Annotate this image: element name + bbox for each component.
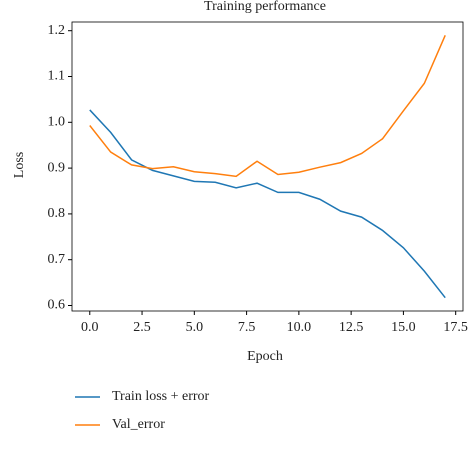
x-tick-label: 17.5 <box>443 320 468 335</box>
y-tick-label: 1.2 <box>48 23 66 38</box>
y-tick-label: 0.7 <box>48 252 66 267</box>
y-tick-label: 1.1 <box>48 69 66 84</box>
chart-title: Training performance <box>204 0 326 14</box>
legend-label: Train loss + error <box>112 389 210 404</box>
x-tick-label: 12.5 <box>339 320 364 335</box>
y-tick-label: 0.9 <box>48 160 66 175</box>
legend-label: Val_error <box>112 417 165 432</box>
x-tick-label: 0.0 <box>81 320 99 335</box>
series-line <box>89 109 446 299</box>
y-axis-label: Loss <box>12 152 27 178</box>
y-tick-label: 0.6 <box>48 298 66 313</box>
plot-frame <box>71 21 464 312</box>
x-tick-label: 10.0 <box>287 320 312 335</box>
x-tick-label: 2.5 <box>133 320 151 335</box>
x-tick-label: 5.0 <box>186 320 204 335</box>
y-tick-label: 1.0 <box>48 115 66 130</box>
y-tick-label: 0.8 <box>48 206 66 221</box>
x-tick-label: 15.0 <box>391 320 416 335</box>
x-tick-label: 7.5 <box>238 320 256 335</box>
series-line <box>89 34 446 178</box>
x-axis-label: Epoch <box>247 349 283 364</box>
